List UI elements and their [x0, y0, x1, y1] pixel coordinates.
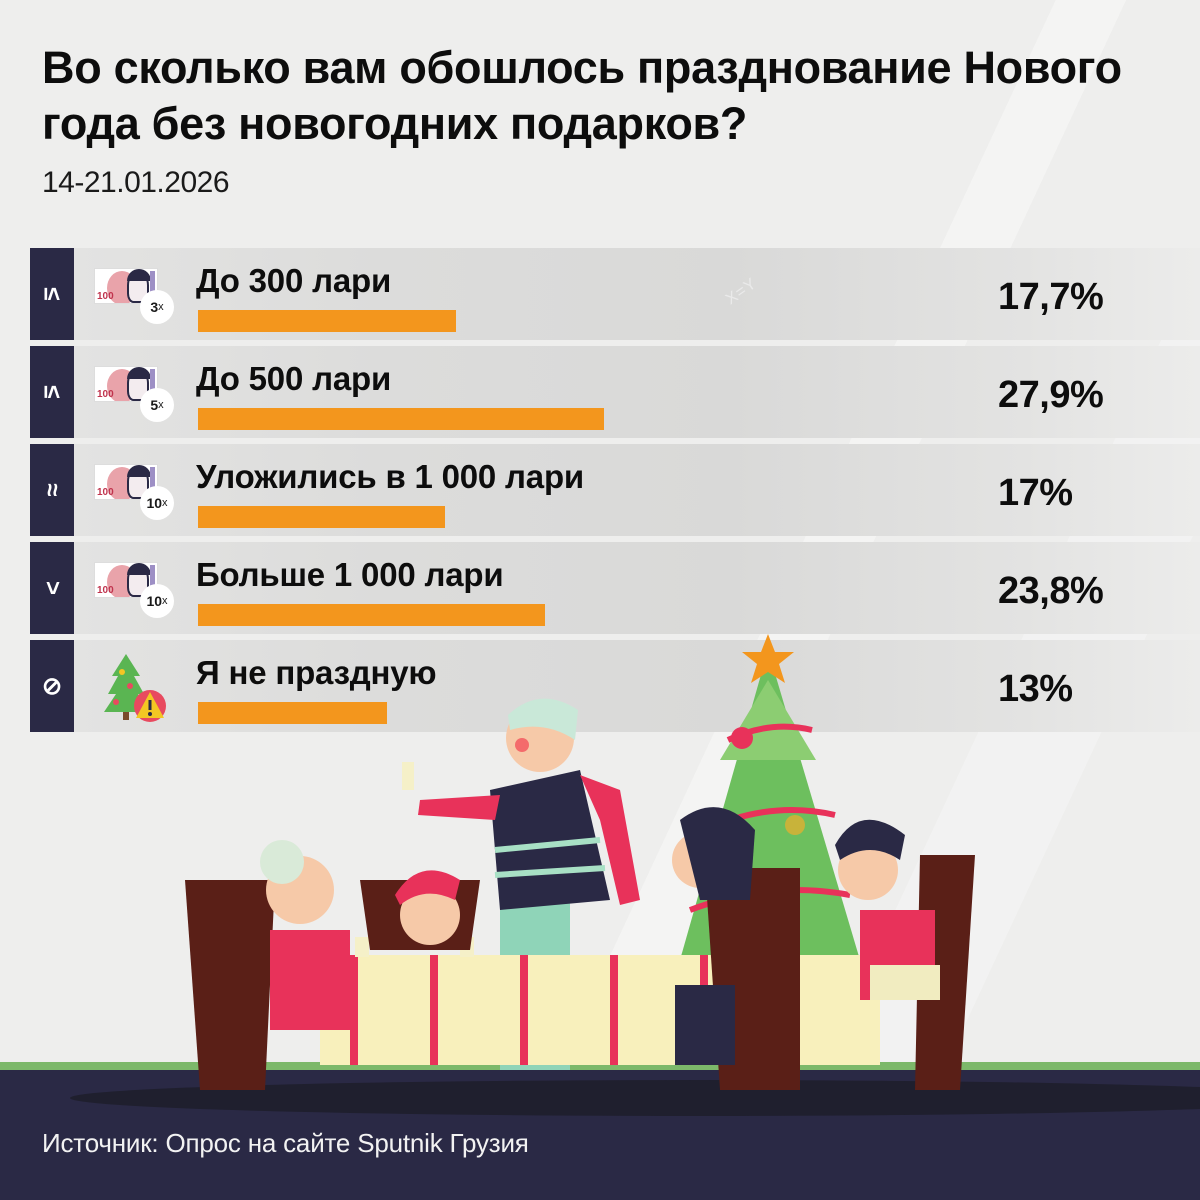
less-or-equal-icon: ≤	[30, 346, 74, 438]
option-label: Я не праздную	[196, 654, 437, 691]
approximately-icon: ≈	[30, 444, 74, 536]
less-or-equal-icon: ≤	[30, 248, 74, 340]
percent-value: 17%	[998, 472, 1073, 514]
percent-value: 17,7%	[998, 276, 1104, 318]
result-bar	[198, 702, 387, 724]
percent-value: 23,8%	[998, 570, 1104, 612]
option-label: До 300 лари	[196, 262, 392, 299]
banknote-100-icon: 100 10 x	[94, 562, 178, 618]
result-bar	[198, 506, 445, 528]
seated-family	[260, 807, 940, 1065]
result-bar	[198, 310, 456, 332]
percent-value: 13%	[998, 668, 1073, 710]
result-row: ⊘ Я не праздную 13%	[30, 640, 1200, 732]
result-bar	[198, 408, 604, 430]
multiplier-badge: 10 x	[140, 486, 174, 520]
prohibited-icon: ⊘	[30, 640, 74, 732]
result-row: ≈ 100 10 x Уложились в 1 000 лари 17%	[30, 444, 1200, 536]
christmas-tree-warning-icon	[104, 654, 166, 722]
banknote-100-icon: 100 10 x	[94, 464, 178, 520]
result-bar	[198, 604, 545, 626]
multiplier-badge: 10 x	[140, 584, 174, 618]
option-label: Уложились в 1 000 лари	[196, 458, 585, 495]
page-title: Во сколько вам обошлось празднование Нов…	[42, 42, 1122, 149]
percent-value: 27,9%	[998, 374, 1104, 416]
option-label: До 500 лари	[196, 360, 392, 397]
greater-than-icon: >	[30, 542, 74, 634]
holiday-dinner-illustration	[0, 634, 1200, 1200]
option-label: Больше 1 000 лари	[196, 556, 504, 593]
date-range: 14-21.01.2026	[42, 166, 230, 199]
source-note: Источник: Опрос на сайте Sputnik Грузия	[42, 1128, 529, 1158]
result-row: > 100 10 x Больше 1 000 лари 23,8%	[30, 542, 1200, 634]
